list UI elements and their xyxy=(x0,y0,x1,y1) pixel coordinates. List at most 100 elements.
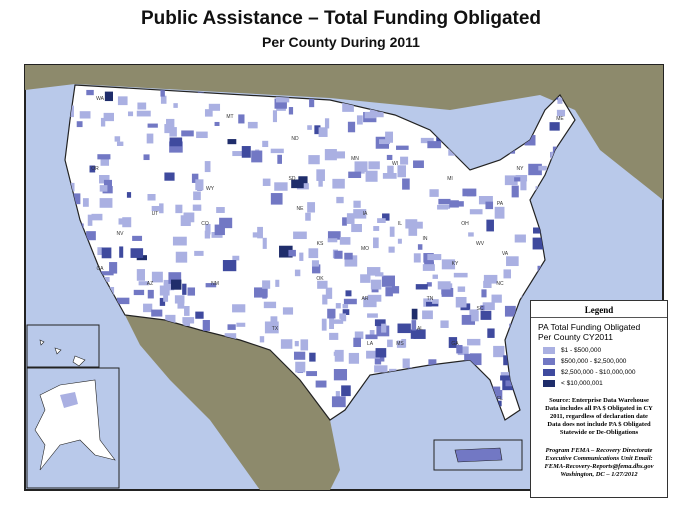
county xyxy=(343,298,357,305)
county xyxy=(263,301,277,309)
county xyxy=(367,294,382,302)
county xyxy=(116,297,130,305)
county xyxy=(307,202,316,213)
state-label: UT xyxy=(152,211,159,217)
county xyxy=(294,269,301,277)
county xyxy=(127,111,134,117)
county xyxy=(184,306,190,316)
county xyxy=(307,125,312,130)
county xyxy=(168,272,182,284)
county xyxy=(114,136,121,142)
county xyxy=(402,358,410,368)
county xyxy=(227,139,237,145)
state-label: MI xyxy=(447,176,453,182)
county xyxy=(397,323,411,334)
county xyxy=(511,185,519,198)
county xyxy=(365,334,378,340)
county xyxy=(500,375,513,381)
county xyxy=(367,267,381,276)
county xyxy=(82,198,89,207)
county xyxy=(130,248,144,258)
county xyxy=(385,131,394,143)
state-label: WV xyxy=(476,241,485,247)
county xyxy=(97,247,103,256)
county xyxy=(308,248,319,259)
county xyxy=(437,281,451,290)
state-label: AL xyxy=(417,326,423,332)
county xyxy=(104,91,113,102)
county xyxy=(396,145,409,150)
county xyxy=(70,193,81,205)
county xyxy=(324,149,337,161)
county xyxy=(252,232,260,238)
county xyxy=(219,217,233,229)
state-label: CA xyxy=(97,266,105,272)
county xyxy=(493,345,505,358)
county xyxy=(305,212,311,221)
county xyxy=(160,95,167,104)
county xyxy=(515,174,528,182)
state-label: WA xyxy=(96,96,105,102)
county xyxy=(117,96,128,106)
legend-label: $2,500,000 - $10,000,000 xyxy=(561,369,636,376)
credit-line: FEMA-Recovery-Reports@fema.dhs.gov xyxy=(544,463,654,470)
county xyxy=(282,307,294,315)
county xyxy=(457,286,466,292)
county xyxy=(441,259,456,270)
county xyxy=(182,317,195,324)
county xyxy=(205,283,217,288)
county xyxy=(353,200,361,208)
county xyxy=(413,160,424,169)
county xyxy=(373,237,379,249)
legend-item: $500,000 - $2,500,000 xyxy=(531,356,667,367)
state-label: SC xyxy=(477,306,484,312)
county xyxy=(428,359,437,370)
county xyxy=(486,219,494,232)
county xyxy=(461,314,476,325)
state-label: IL xyxy=(398,221,402,227)
county xyxy=(182,283,187,295)
county xyxy=(136,110,151,117)
county xyxy=(196,131,208,139)
county xyxy=(457,346,469,356)
county xyxy=(169,137,183,147)
county xyxy=(327,308,336,319)
county xyxy=(505,378,513,387)
county xyxy=(532,237,545,250)
county xyxy=(264,321,279,334)
county xyxy=(316,169,325,181)
county xyxy=(455,296,467,308)
county xyxy=(118,218,123,225)
county xyxy=(364,111,377,119)
county xyxy=(373,226,380,231)
county xyxy=(375,111,384,118)
county xyxy=(262,237,267,249)
county xyxy=(341,385,351,397)
state-label: ND xyxy=(291,136,299,142)
alaska-shading xyxy=(60,392,78,408)
county xyxy=(291,179,304,189)
county xyxy=(87,214,93,226)
county xyxy=(520,180,527,191)
county xyxy=(277,154,282,164)
county xyxy=(429,189,439,197)
county xyxy=(174,295,185,304)
county xyxy=(375,348,387,358)
county xyxy=(396,340,405,348)
county xyxy=(382,213,390,221)
county xyxy=(175,251,188,263)
county xyxy=(99,174,110,184)
county xyxy=(432,299,439,304)
county xyxy=(333,369,348,381)
county xyxy=(427,254,442,261)
county xyxy=(172,236,187,246)
county xyxy=(171,279,182,290)
county xyxy=(192,204,202,211)
county xyxy=(204,161,211,173)
county xyxy=(411,320,417,331)
canada xyxy=(25,65,663,200)
county xyxy=(312,264,321,274)
county xyxy=(160,87,165,97)
county xyxy=(187,287,196,296)
county xyxy=(288,249,296,257)
